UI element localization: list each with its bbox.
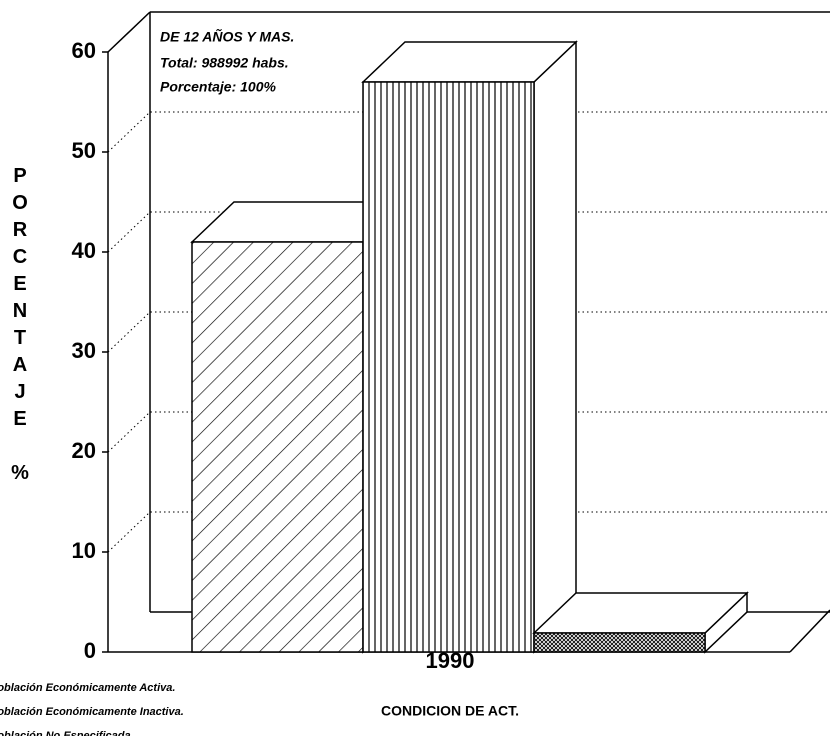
annotation: Total: 988992 habs. (160, 55, 289, 71)
grid-line (107, 211, 830, 253)
legend-label: Población Económicamente Inactiva. (0, 706, 184, 718)
back-wall-top (107, 11, 151, 53)
grid-line (107, 11, 830, 53)
y-axis-label: PORCENTAJE % (9, 165, 31, 489)
bar (191, 241, 364, 653)
y-tick-label: 0 (84, 638, 96, 663)
grid-line (107, 111, 830, 153)
bar-side (533, 40, 577, 654)
annotation: Porcentaje: 100% (160, 79, 276, 95)
y-tick-label: 50 (72, 138, 96, 163)
y-tick-label: 30 (72, 338, 96, 363)
x-axis-label: CONDICION DE ACT. (381, 703, 519, 719)
y-tick-label: 10 (72, 538, 96, 563)
floor-edge (789, 609, 830, 653)
y-tick-label: 20 (72, 438, 96, 463)
grid-line (107, 411, 830, 453)
annotation: DE 12 AÑOS Y MAS. (160, 28, 294, 45)
grid-line (107, 311, 830, 353)
y-tick-label: 40 (72, 238, 96, 263)
legend-label: Población No Especificada. (0, 730, 134, 736)
grid-line (107, 511, 830, 553)
bar (533, 632, 706, 653)
y-tick-label: 60 (72, 38, 96, 63)
bar (362, 81, 535, 653)
legend-label: Población Económicamente Activa. (0, 682, 175, 694)
